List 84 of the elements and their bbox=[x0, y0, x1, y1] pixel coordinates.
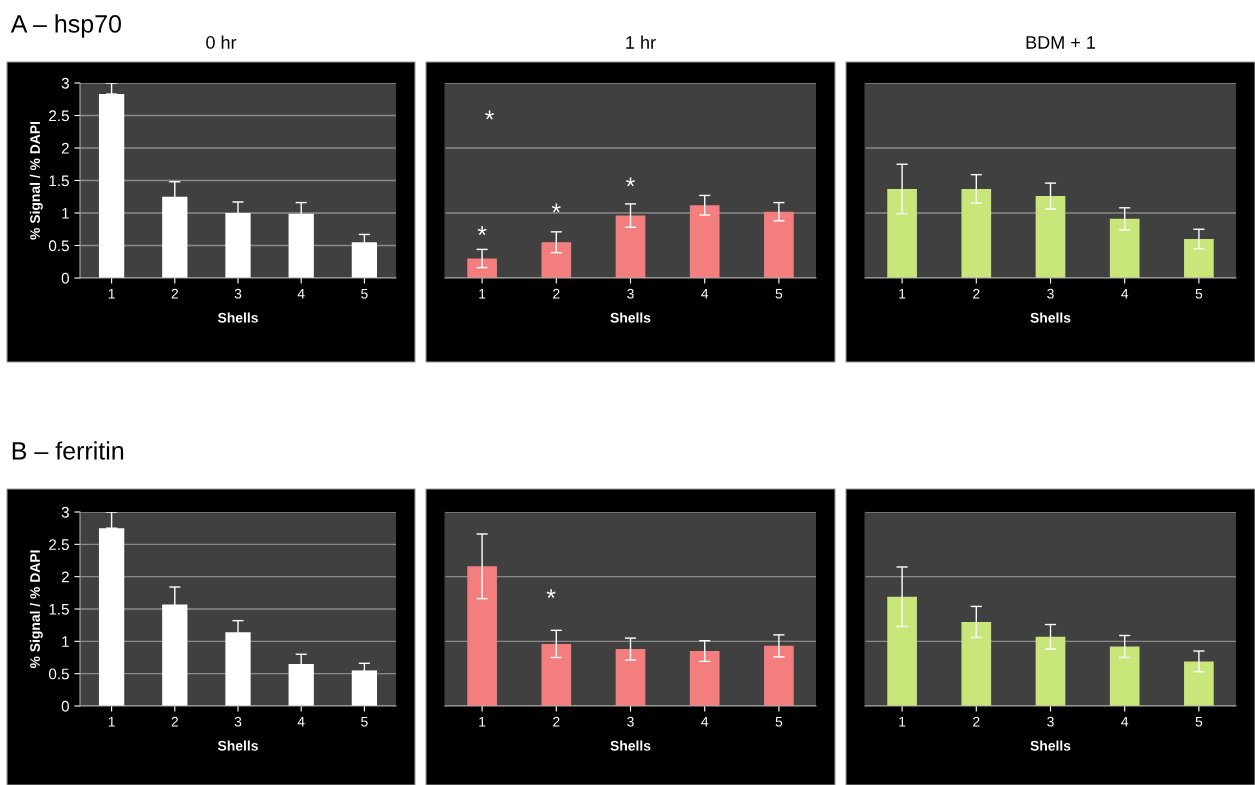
bar bbox=[689, 205, 720, 278]
bar bbox=[689, 651, 720, 706]
text: A – hsp70 bbox=[10, 14, 121, 38]
bar bbox=[467, 566, 497, 706]
x-tick-label: 3 bbox=[1047, 288, 1054, 299]
bar bbox=[887, 188, 917, 278]
text: B – ferritin bbox=[12, 441, 124, 460]
x-tick-label: 5 bbox=[775, 716, 783, 727]
x-tick-label: 4 bbox=[701, 716, 709, 727]
bar bbox=[98, 528, 125, 706]
x-tick-label: 3 bbox=[627, 716, 634, 727]
y-tick-label: 1.5 bbox=[49, 604, 69, 615]
bar bbox=[467, 258, 497, 278]
y-tick-label: 0.5 bbox=[48, 240, 69, 252]
bar bbox=[961, 621, 992, 706]
x-tick-label: 2 bbox=[171, 716, 178, 727]
x-tick-label: 3 bbox=[627, 288, 634, 299]
y-tick-label: 3 bbox=[61, 77, 69, 89]
x-tick-label: 1 bbox=[899, 716, 906, 727]
bar bbox=[887, 596, 917, 706]
x-tick-label: 3 bbox=[234, 716, 242, 727]
y-tick-label: 3 bbox=[61, 506, 69, 518]
chart-title: 0 hr bbox=[206, 35, 237, 49]
bar bbox=[764, 211, 794, 278]
x-axis-title: Shells bbox=[217, 312, 258, 323]
x-tick-label: 4 bbox=[1121, 288, 1129, 299]
x-tick-label: 2 bbox=[973, 716, 980, 727]
x-tick-label: 1 bbox=[479, 288, 486, 299]
x-tick-label: 1 bbox=[108, 288, 115, 299]
bar bbox=[541, 643, 572, 706]
x-axis-title: Shells bbox=[610, 740, 651, 751]
x-tick-label: 4 bbox=[1121, 716, 1129, 727]
y-tick-label: 0.5 bbox=[48, 668, 69, 680]
x-tick-label: 5 bbox=[361, 716, 368, 727]
x-tick-label: 1 bbox=[899, 288, 906, 299]
annotation: * bbox=[546, 589, 556, 598]
x-tick-label: 1 bbox=[108, 716, 115, 727]
x-tick-label: 5 bbox=[775, 288, 783, 299]
bar bbox=[961, 188, 992, 278]
bar bbox=[1184, 239, 1214, 278]
x-tick-label: 5 bbox=[361, 288, 368, 299]
x-tick-label: 4 bbox=[297, 288, 305, 299]
x-tick-label: 5 bbox=[1195, 288, 1203, 299]
bar bbox=[1109, 218, 1140, 278]
x-tick-label: 4 bbox=[701, 288, 709, 299]
y-tick-label: 1.5 bbox=[49, 175, 69, 187]
bar bbox=[1184, 661, 1214, 706]
annotation: * bbox=[485, 110, 494, 120]
y-axis-title: % Signal / % DAPI bbox=[29, 122, 43, 240]
x-tick-label: 3 bbox=[1047, 716, 1054, 727]
y-tick-label: 2 bbox=[61, 142, 69, 154]
x-tick-label: 5 bbox=[1195, 716, 1203, 727]
bar bbox=[615, 215, 646, 278]
annotation: * bbox=[551, 203, 561, 213]
bar bbox=[1035, 636, 1066, 706]
x-tick-label: 2 bbox=[171, 288, 178, 299]
y-tick-label: 1 bbox=[62, 636, 69, 647]
annotation: * bbox=[626, 177, 635, 187]
x-tick-label: 3 bbox=[234, 288, 242, 299]
y-tick-label: 2.5 bbox=[49, 110, 69, 122]
annotation: * bbox=[477, 226, 487, 236]
x-tick-label: 2 bbox=[553, 288, 560, 299]
y-tick-label: 0 bbox=[61, 272, 69, 284]
y-tick-label: 2 bbox=[61, 571, 69, 583]
x-tick-label: 1 bbox=[479, 716, 486, 727]
x-tick-label: 2 bbox=[973, 288, 980, 299]
x-axis-title: Shells bbox=[610, 312, 651, 323]
y-axis-title: % Signal / % DAPI bbox=[29, 550, 43, 669]
bar bbox=[1109, 646, 1140, 706]
bar bbox=[98, 94, 125, 278]
bar bbox=[615, 649, 646, 706]
x-tick-label: 2 bbox=[553, 716, 560, 727]
bar bbox=[1035, 196, 1066, 278]
y-tick-label: 2.5 bbox=[49, 539, 69, 551]
x-axis-title: Shells bbox=[1030, 740, 1071, 751]
x-axis-title: Shells bbox=[1030, 312, 1071, 323]
chart-title: BDM + 1 bbox=[1026, 36, 1095, 49]
bar bbox=[541, 242, 572, 278]
x-tick-label: 4 bbox=[297, 716, 305, 727]
y-tick-label: 0 bbox=[61, 700, 69, 712]
x-axis-title: Shells bbox=[217, 740, 258, 751]
chart-title: 1 hr bbox=[626, 35, 656, 49]
bar bbox=[764, 645, 794, 706]
y-tick-label: 1 bbox=[62, 208, 69, 219]
